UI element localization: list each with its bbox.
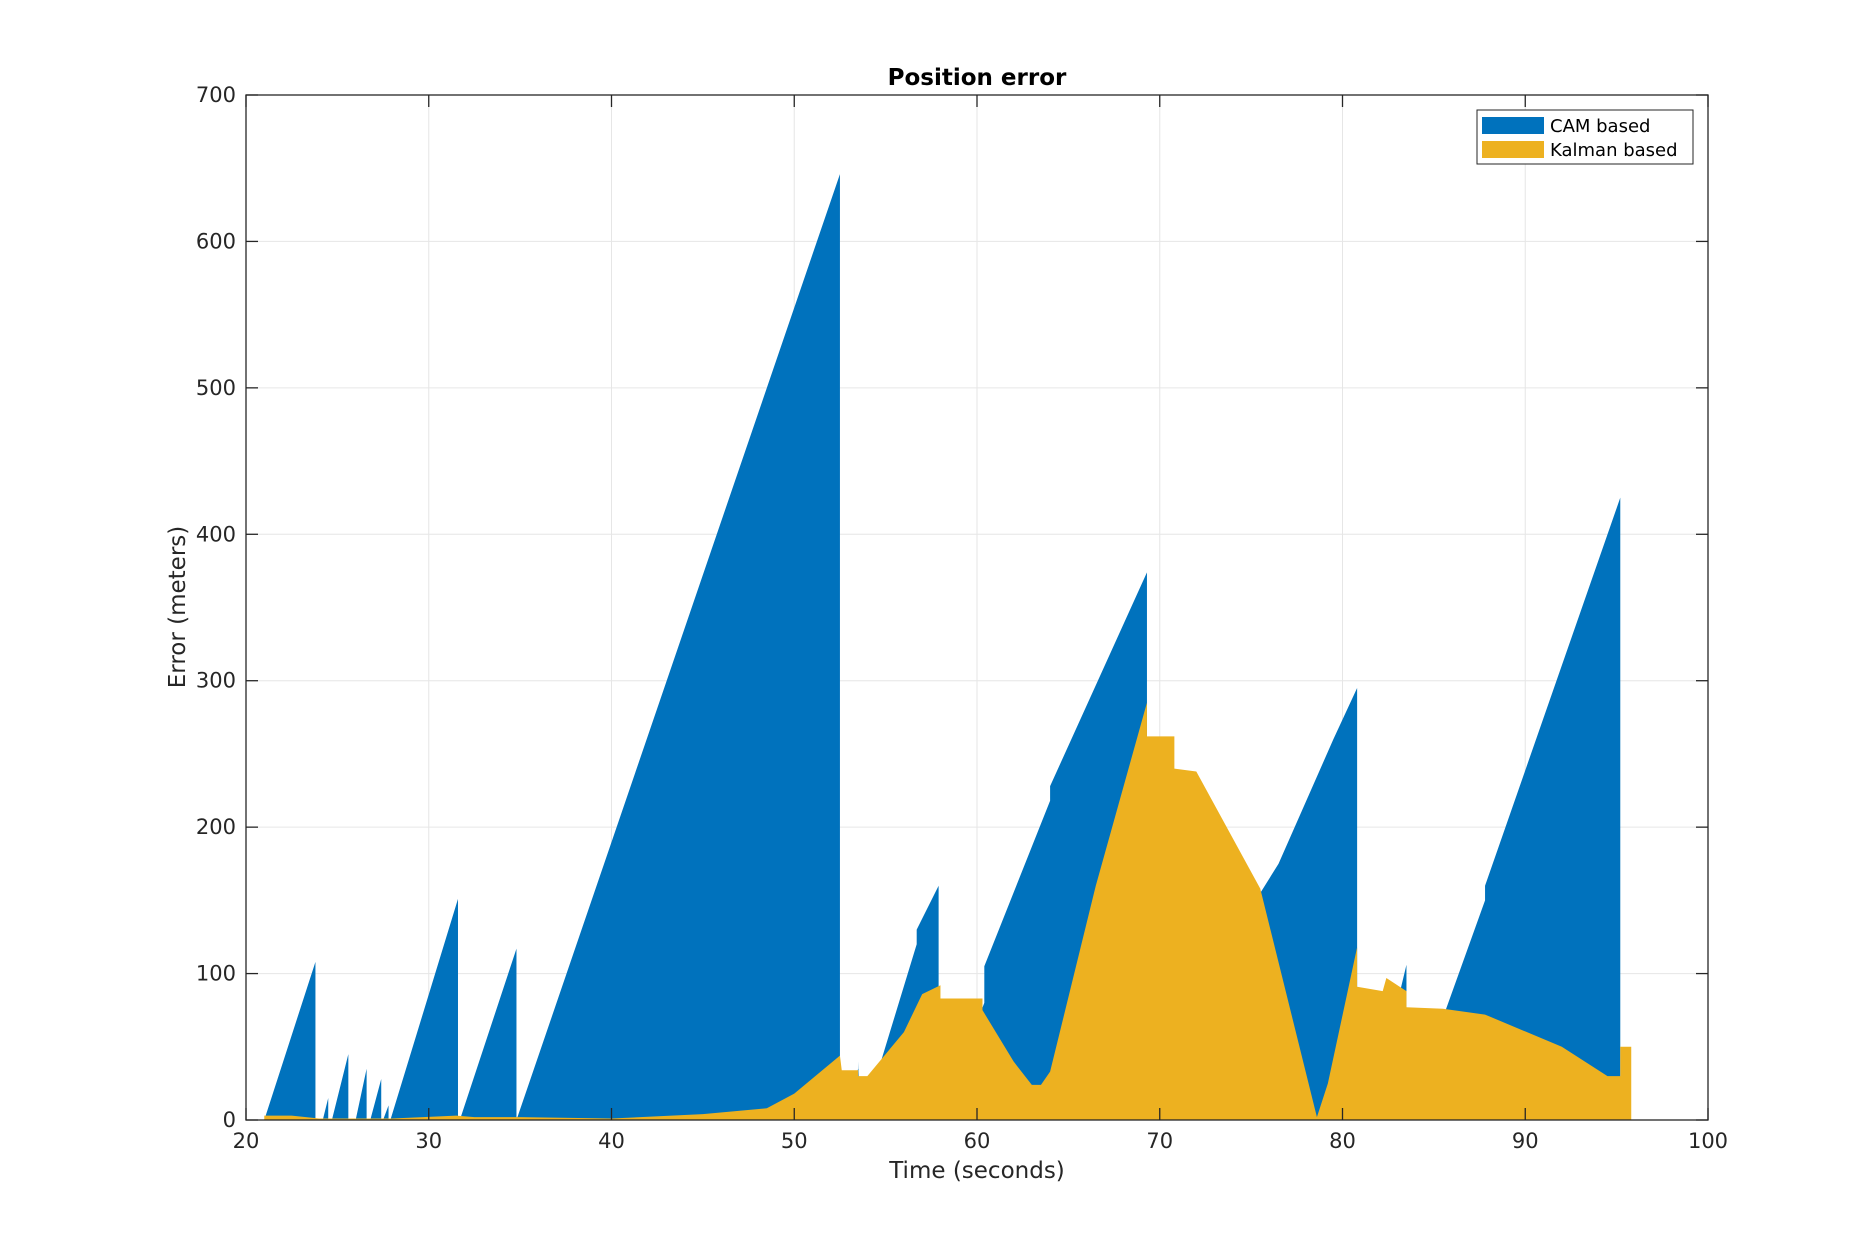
legend-label-1: Kalman based — [1550, 140, 1678, 161]
y-tick-label: 0 — [223, 1108, 236, 1132]
y-tick-label: 600 — [196, 229, 236, 253]
legend-swatch-0 — [1482, 117, 1544, 134]
series-area-1 — [264, 702, 1632, 1120]
x-tick-label: 100 — [1688, 1129, 1728, 1153]
x-tick-label: 70 — [1146, 1129, 1173, 1153]
y-tick-label: 700 — [196, 83, 236, 107]
x-tick-label: 60 — [964, 1129, 991, 1153]
x-tick-label: 40 — [598, 1129, 625, 1153]
series-area-0 — [264, 174, 1621, 1121]
y-tick-label: 100 — [196, 962, 236, 986]
legend: CAM based Kalman based — [1476, 109, 1694, 165]
y-tick-label: 300 — [196, 669, 236, 693]
series-areas — [264, 174, 1632, 1121]
x-axis-label: Time (seconds) — [888, 1158, 1065, 1184]
axis-ticks: 20 30 40 50 60 70 80 90 100 0 100 200 300 400 500 600 70… — [196, 83, 1728, 1153]
y-axis-label: Error (meters) — [165, 526, 191, 688]
chart-title: Position error — [888, 65, 1067, 91]
y-tick-label: 500 — [196, 376, 236, 400]
x-tick-label: 20 — [233, 1129, 260, 1153]
legend-label-0: CAM based — [1550, 116, 1650, 137]
x-tick-label: 80 — [1329, 1129, 1356, 1153]
x-tick-label: 30 — [415, 1129, 442, 1153]
x-tick-label: 50 — [781, 1129, 808, 1153]
y-tick-label: 400 — [196, 522, 236, 546]
x-tick-label: 90 — [1512, 1129, 1539, 1153]
legend-swatch-1 — [1482, 141, 1544, 158]
y-tick-label: 200 — [196, 815, 236, 839]
